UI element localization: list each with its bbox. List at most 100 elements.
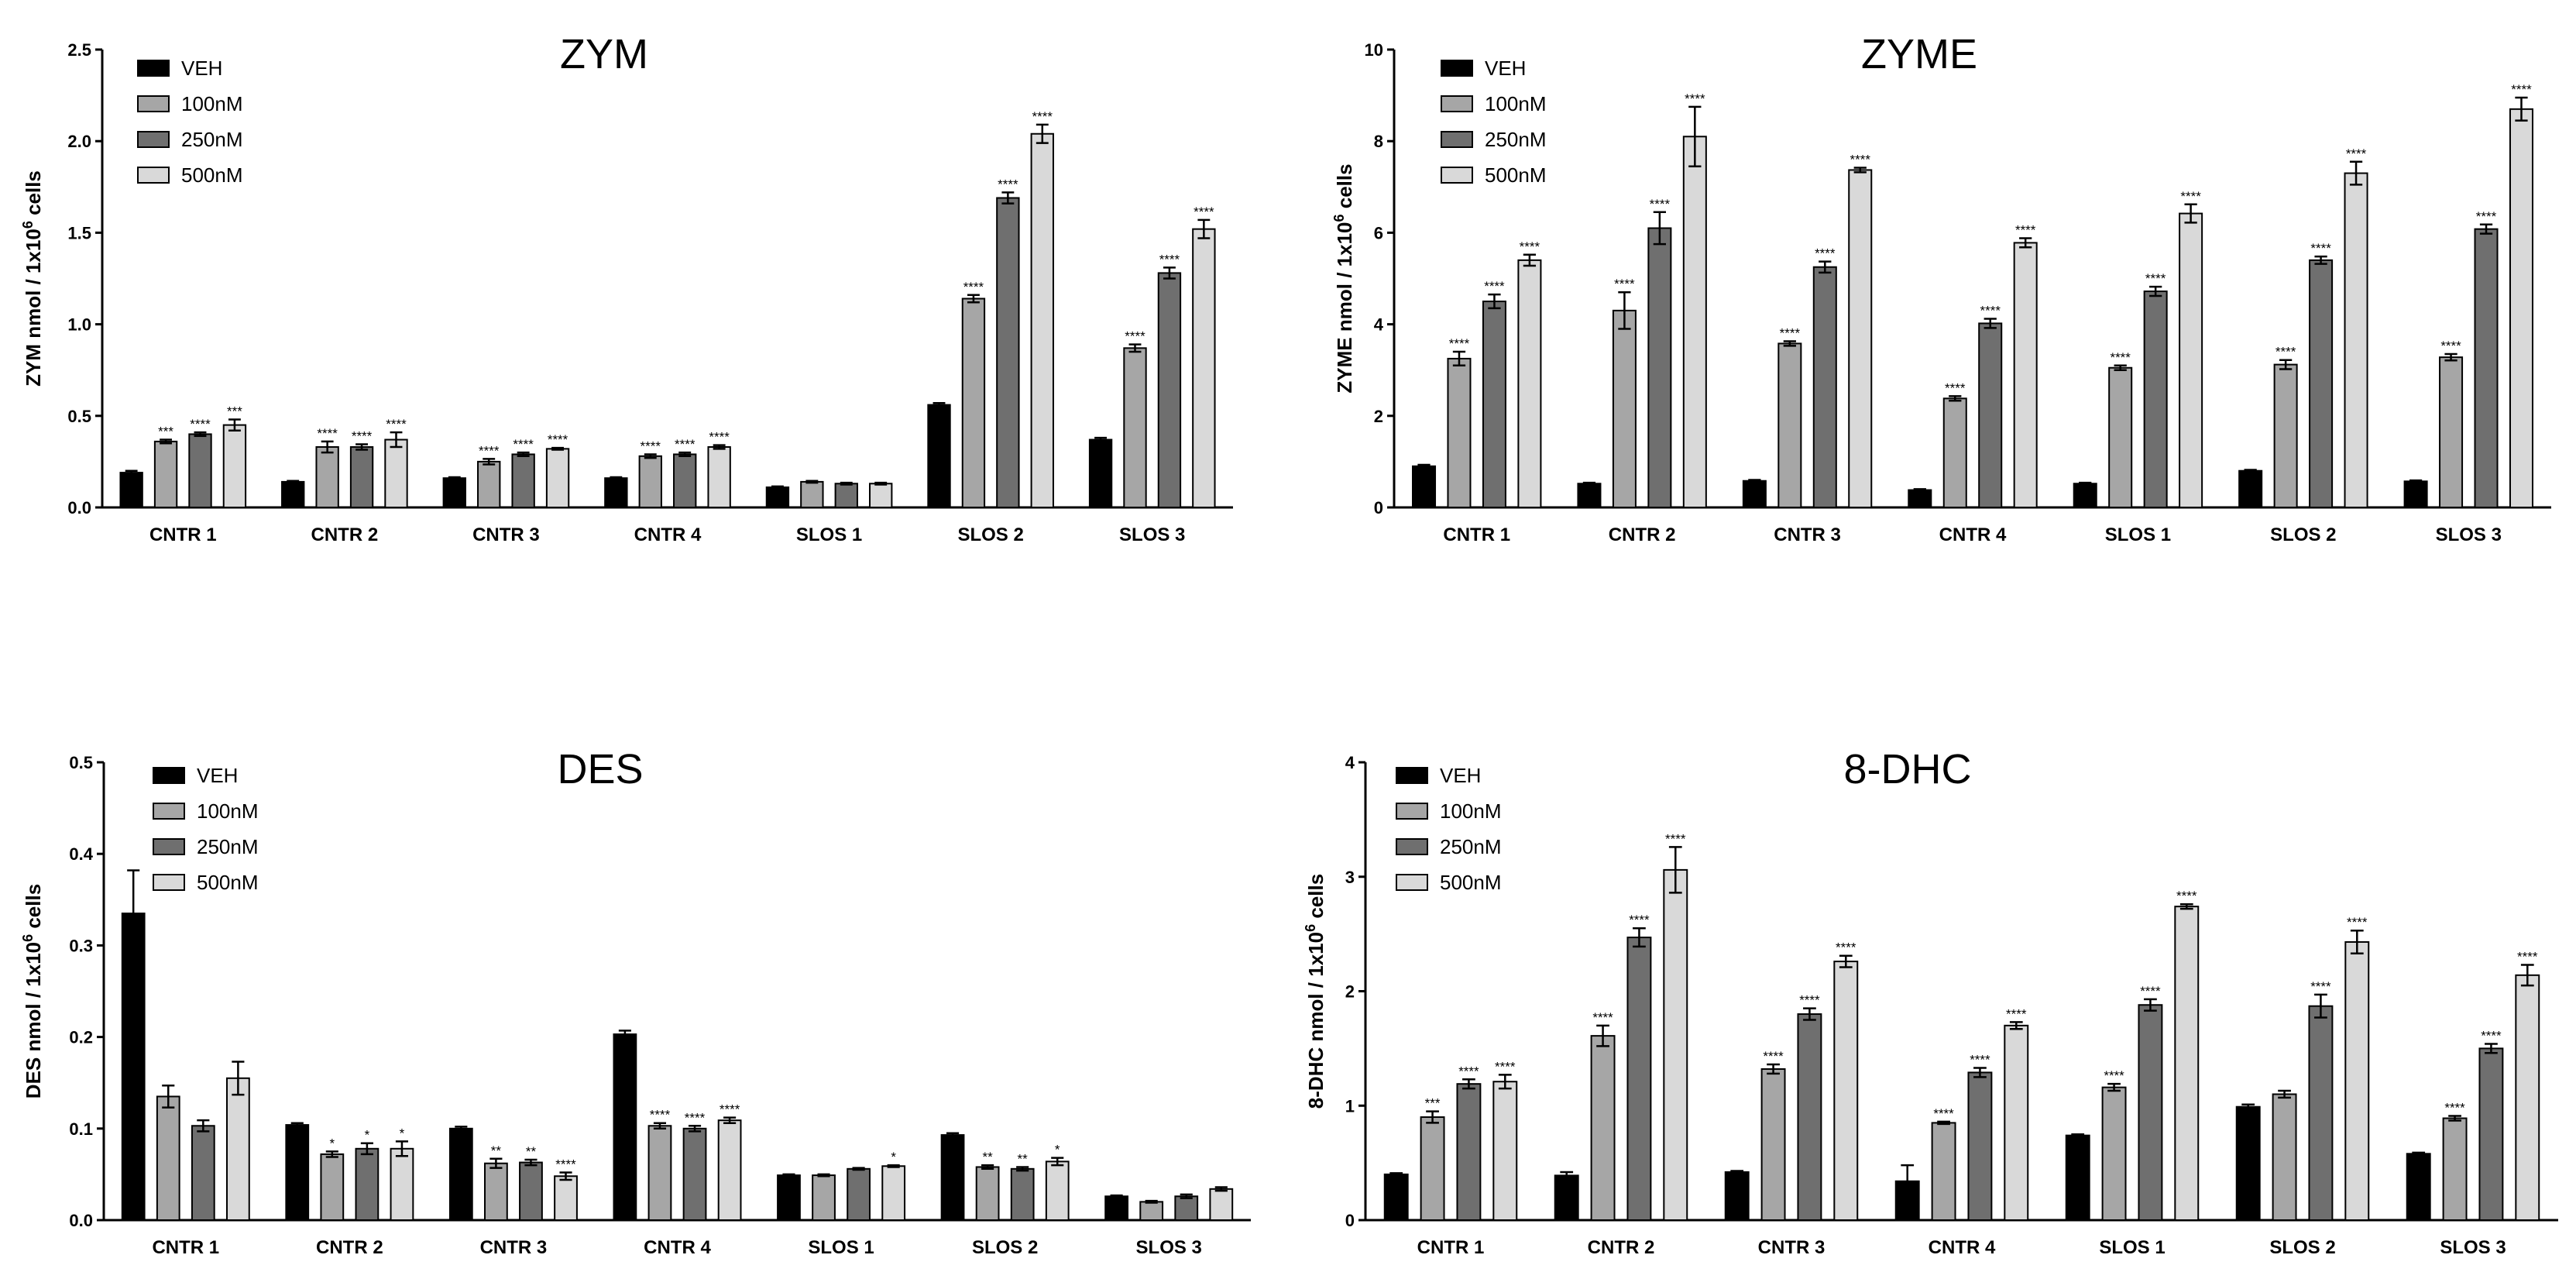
zyme-bar-cntr-2-500nm	[1682, 136, 1707, 508]
des-y-tick-label: 0.0	[69, 1211, 93, 1230]
zym-y-tick-label: 1.5	[67, 223, 91, 242]
8-dhc-y-tick-label: 3	[1345, 868, 1355, 887]
zym-x-tick-cntr-4: CNTR 4	[634, 524, 702, 545]
zym-significance-label: ****	[675, 437, 696, 452]
des-bar-slos-2-500nm	[1045, 1160, 1070, 1221]
zym-bar-slos-1-250nm	[834, 483, 858, 509]
des-bar-cntr-1-veh	[121, 913, 146, 1221]
zyme-legend-label-500nm: 500nM	[1485, 163, 1547, 187]
des-bar-cntr-3-veh	[448, 1127, 473, 1221]
des-bar-slos-2-250nm	[1010, 1167, 1035, 1221]
zym-significance-label: ****	[1159, 252, 1180, 266]
zyme-bar-slos-1-veh	[2073, 483, 2097, 509]
zyme-bar-cntr-4-500nm	[2013, 242, 2038, 508]
8-dhc-significance-label: ****	[1665, 831, 1686, 846]
zym-bar-cntr-3-veh	[442, 477, 466, 509]
des-bar-cntr-3-100nm	[484, 1162, 508, 1221]
zyme-bar-slos-2-100nm	[2273, 363, 2298, 508]
zyme-bar-slos-3-veh	[2403, 480, 2428, 508]
zyme-y-tick-label: 10	[1365, 40, 1383, 60]
des-bar-cntr-2-250nm	[355, 1147, 380, 1222]
8-dhc-significance-label: ****	[1933, 1106, 1954, 1121]
zyme-x-tick-cntr-2: CNTR 2	[1609, 524, 1676, 545]
zym-bar-cntr-2-veh	[281, 480, 305, 508]
des-bar-cntr-4-250nm	[682, 1127, 707, 1221]
zym-legend-swatch-500nm	[137, 167, 170, 184]
des-bar-slos-2-veh	[940, 1134, 965, 1221]
des-legend-label-100nm: 100nM	[197, 799, 259, 823]
zyme-bar-cntr-3-250nm	[1812, 266, 1837, 508]
des-y-tick-label: 0.4	[69, 844, 93, 864]
zym-x-tick-slos-1: SLOS 1	[796, 524, 862, 545]
8-dhc-significance-label: ****	[2481, 1028, 2502, 1043]
des-x-tick-slos-3: SLOS 3	[1136, 1237, 1202, 1258]
chart-panel-des: DES 0.0 0.1 0.2 0.3 0.4 0.5 DES nmol / 1x106 ce…	[0, 640, 1288, 1279]
zym-bar-slos-1-500nm	[869, 483, 893, 509]
des-significance-label: ****	[720, 1102, 740, 1117]
zyme-significance-label: ****	[2145, 271, 2166, 286]
zyme-x-tick-cntr-3: CNTR 3	[1774, 524, 1841, 545]
zyme-legend-swatch-500nm	[1441, 167, 1473, 184]
8-dhc-y-axis-label: 8-DHC nmol / 1x106 cells	[1303, 874, 1327, 1109]
zyme-significance-label: ****	[2346, 146, 2367, 161]
des-x-tick-cntr-2: CNTR 2	[316, 1237, 383, 1258]
zyme-chart: ZYME 0 2 4 6 8 10 ZYME nmol / 1x106 cells **** **…	[1331, 31, 2551, 545]
8-dhc-significance-label: ****	[1592, 1010, 1613, 1025]
zyme-significance-label: ****	[1650, 197, 1671, 211]
zym-legend-swatch-veh	[137, 60, 170, 77]
8-dhc-legend-label-veh: VEH	[1440, 764, 1481, 787]
zyme-bar-cntr-4-veh	[1908, 489, 1932, 508]
zyme-bar-cntr-4-250nm	[1978, 322, 2003, 508]
zym-significance-label: ****	[479, 443, 500, 458]
des-legend-swatch-250nm	[153, 838, 185, 855]
zyme-legend-label-veh: VEH	[1485, 57, 1526, 80]
zyme-significance-label: ****	[2110, 350, 2131, 365]
des-x-tick-slos-1: SLOS 1	[808, 1237, 874, 1258]
zym-bar-cntr-4-veh	[604, 477, 628, 509]
zym-x-tick-slos-3: SLOS 3	[1119, 524, 1185, 545]
zyme-significance-label: ****	[2440, 339, 2461, 353]
zym-significance-label: ****	[1032, 109, 1053, 124]
zym-y-tick-label: 0.0	[67, 498, 91, 517]
zym-significance-label: ***	[158, 425, 173, 439]
8-dhc-significance-label: ****	[2517, 950, 2538, 964]
8-dhc-bar-cntr-1-250nm	[1456, 1083, 1482, 1221]
des-legend-swatch-100nm	[153, 803, 185, 820]
8-dhc-bar-cntr-4-500nm	[2004, 1024, 2029, 1222]
zym-bar-slos-2-100nm	[961, 297, 986, 508]
8-dhc-y-tick-label: 2	[1345, 982, 1355, 1002]
zyme-bar-cntr-1-500nm	[1517, 259, 1542, 508]
zym-legend-swatch-100nm	[137, 95, 170, 112]
8-dhc-legend-swatch-500nm	[1396, 874, 1428, 891]
8-dhc-bar-slos-2-veh	[2235, 1105, 2261, 1221]
des-bar-cntr-3-250nm	[519, 1161, 543, 1221]
zym-legend-swatch-250nm	[137, 131, 170, 148]
des-bar-slos-3-100nm	[1139, 1201, 1164, 1221]
zym-bar-slos-2-veh	[927, 404, 951, 509]
des-significance-label: *	[365, 1128, 370, 1143]
des-bar-cntr-1-500nm	[225, 1077, 250, 1221]
zyme-bar-slos-2-500nm	[2344, 172, 2368, 508]
zyme-bar-cntr-2-100nm	[1612, 309, 1637, 508]
des-significance-label: ****	[685, 1110, 706, 1125]
8-dhc-bar-slos-3-100nm	[2442, 1117, 2468, 1221]
8-dhc-bar-slos-2-100nm	[2272, 1093, 2297, 1221]
zyme-y-tick-label: 4	[1374, 315, 1384, 335]
zym-significance-label: ****	[352, 428, 373, 443]
8-dhc-x-tick-cntr-1: CNTR 1	[1417, 1237, 1485, 1258]
des-x-tick-cntr-1: CNTR 1	[152, 1237, 219, 1258]
zym-title: ZYM	[560, 31, 648, 77]
zyme-bar-slos-3-500nm	[2509, 108, 2533, 508]
8-dhc-significance-label: ****	[1799, 993, 1820, 1008]
zym-significance-label: ****	[641, 438, 661, 453]
zyme-bar-slos-1-500nm	[2179, 212, 2203, 508]
8-dhc-bar-cntr-4-250nm	[1967, 1071, 1993, 1222]
zyme-title: ZYME	[1861, 31, 1977, 77]
zyme-significance-label: ****	[2476, 209, 2497, 224]
8-dhc-legend-label-250nm: 250nM	[1440, 835, 1502, 858]
des-y-tick-label: 0.5	[69, 753, 93, 772]
zyme-bar-slos-1-100nm	[2108, 366, 2133, 508]
8-dhc-bar-slos-3-250nm	[2478, 1047, 2504, 1221]
8-dhc-bar-cntr-4-100nm	[1931, 1122, 1956, 1221]
8-dhc-bar-cntr-3-250nm	[1797, 1013, 1822, 1221]
